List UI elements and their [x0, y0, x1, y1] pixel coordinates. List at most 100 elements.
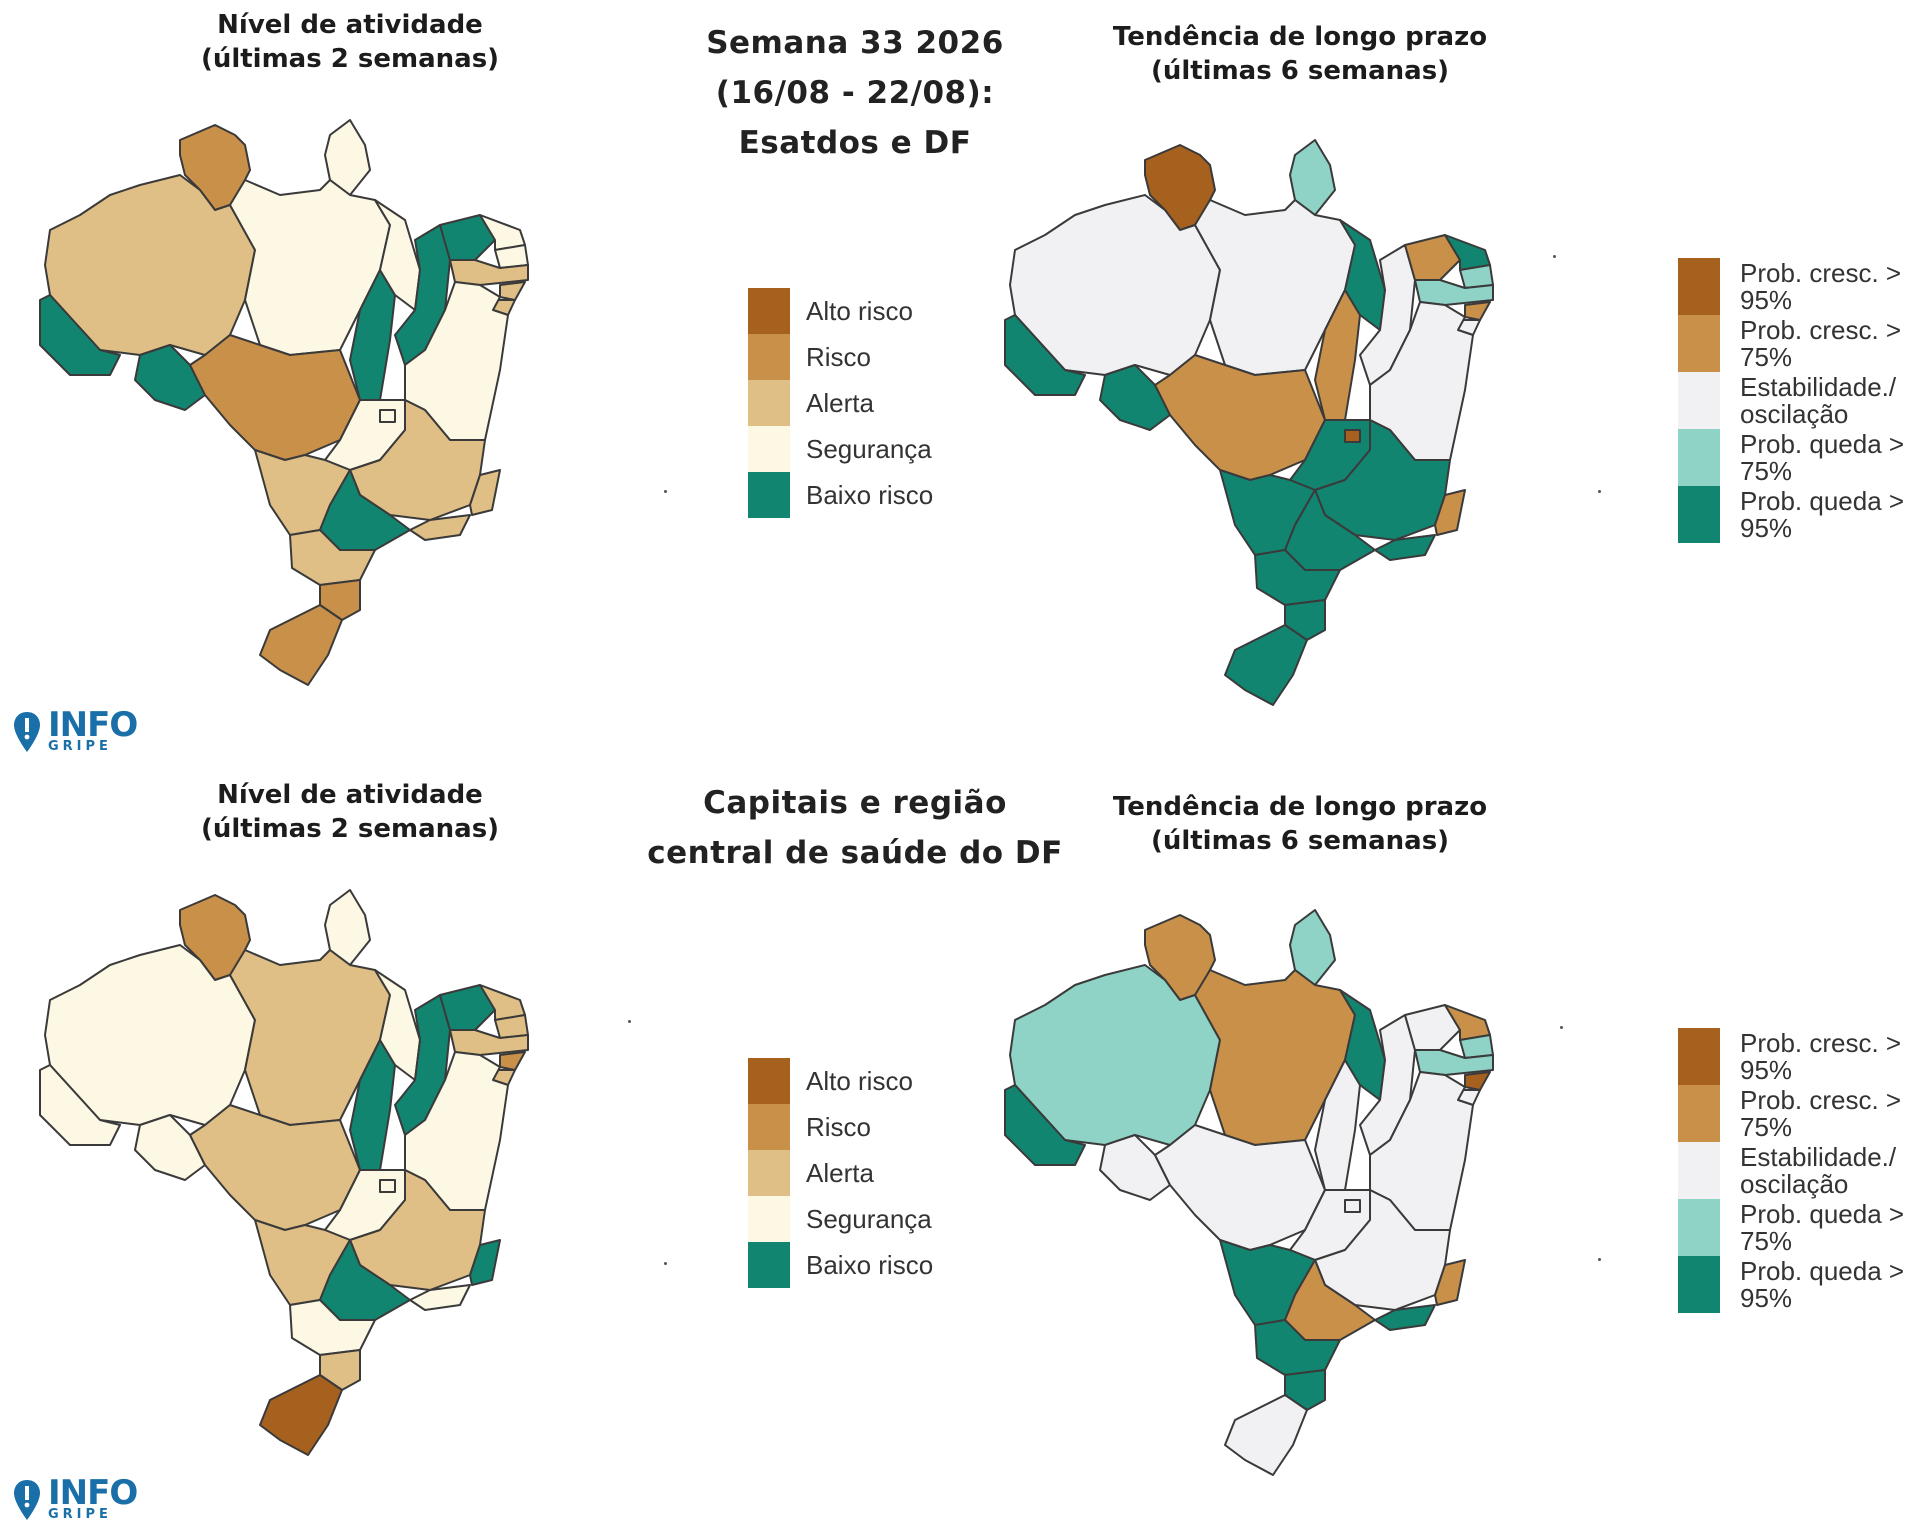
legend-swatch — [748, 1058, 790, 1104]
stray-dot — [1598, 490, 1601, 493]
state-ma — [374, 969, 421, 1081]
state-al — [1464, 301, 1491, 321]
state-al — [1464, 1071, 1491, 1091]
state-mt — [1154, 1124, 1326, 1251]
legend-item: Segurança — [748, 1196, 932, 1242]
logo-text: INFO — [48, 1473, 138, 1513]
state-ma — [374, 199, 421, 311]
legend-item: Estabilidade./ oscilação — [1678, 372, 1920, 429]
legend-swatch — [748, 288, 790, 334]
legend-label: Alto risco — [806, 295, 913, 326]
brazil-map-svg — [39, 889, 529, 1456]
state-rj — [1374, 534, 1436, 561]
legend-swatch — [748, 1196, 790, 1242]
state-rs — [1224, 1394, 1308, 1476]
state-ac — [1004, 1084, 1086, 1166]
state-ce — [439, 214, 496, 261]
stray-dot — [664, 1262, 667, 1265]
legend-item: Prob. queda > 95% — [1678, 486, 1920, 543]
state-es — [469, 469, 501, 516]
state-pr — [1254, 549, 1341, 606]
state-pr — [1254, 1319, 1341, 1376]
state-pr — [289, 1299, 376, 1356]
state-ce — [1404, 234, 1461, 281]
logo-subtext: GRIPE — [48, 1507, 112, 1522]
legend-label: Baixo risco — [806, 479, 934, 510]
legend-item: Prob. queda > 95% — [1678, 1256, 1920, 1313]
state-df — [1344, 1199, 1361, 1213]
legend-label: Baixo risco — [806, 1249, 934, 1280]
legend-label: Prob. cresc. > 95% — [1740, 1027, 1902, 1085]
state-ro — [134, 1114, 206, 1181]
state-ma — [1339, 989, 1386, 1101]
legend-label: Alerta — [806, 1157, 874, 1188]
state-ro — [1099, 1134, 1171, 1201]
legend-label: Prob. queda > 95% — [1740, 1255, 1905, 1313]
legend-label: Estabilidade./ oscilação — [1740, 1141, 1897, 1199]
state-ap — [1289, 909, 1336, 986]
legend-item: Prob. queda > 75% — [1678, 1199, 1920, 1256]
legend-swatch — [748, 472, 790, 518]
state-df — [379, 409, 396, 423]
brazil-map-svg — [39, 119, 529, 686]
state-rj — [409, 514, 471, 541]
state-rs — [259, 1374, 343, 1456]
legend-item: Prob. cresc. > 75% — [1678, 1085, 1920, 1142]
state-ac — [39, 1064, 121, 1146]
legend-swatch — [1678, 486, 1720, 543]
brazil-map-svg — [1004, 139, 1494, 706]
legend-label: Risco — [806, 1111, 872, 1142]
infogripe-logo-top: INFO GRIPE — [12, 708, 138, 754]
legend-item: Alto risco — [748, 1058, 913, 1104]
legend-label: Alto risco — [806, 1065, 913, 1096]
location-pin-icon — [14, 1480, 40, 1520]
stray-dot — [664, 490, 667, 493]
top-activity-title: Nível de atividade (últimas 2 semanas) — [200, 10, 500, 74]
legend-label: Alerta — [806, 387, 874, 418]
legend-swatch — [748, 380, 790, 426]
state-ce — [439, 984, 496, 1031]
legend-item: Baixo risco — [748, 1242, 933, 1288]
top-center-title: Semana 33 2026 (16/08 - 22/08): Esatdos … — [706, 25, 1004, 161]
location-pin-icon — [14, 712, 40, 752]
legend-swatch — [1678, 1199, 1720, 1256]
legend-item: Prob. queda > 75% — [1678, 429, 1920, 486]
legend-label: Prob. cresc. > 95% — [1740, 257, 1902, 315]
legend-swatch — [1678, 1256, 1720, 1313]
legend-label: Prob. cresc. > 75% — [1740, 314, 1902, 372]
legend-swatch — [1678, 1085, 1720, 1142]
legend-swatch — [748, 1104, 790, 1150]
state-df — [1344, 429, 1361, 443]
legend-swatch — [1678, 372, 1720, 429]
state-mt — [1154, 354, 1326, 481]
map-top-trend — [995, 130, 1555, 720]
legend-swatch — [748, 334, 790, 380]
legend-swatch — [1678, 1142, 1720, 1199]
logo-subtext: GRIPE — [48, 739, 112, 754]
legend-item: Alerta — [748, 1150, 874, 1196]
state-mt — [189, 334, 361, 461]
state-es — [469, 1239, 501, 1286]
state-ce — [1404, 1004, 1461, 1051]
state-es — [1434, 489, 1466, 536]
legend-label: Prob. queda > 75% — [1740, 428, 1905, 486]
state-rs — [259, 604, 343, 686]
legend-swatch — [748, 426, 790, 472]
legend-swatch — [1678, 315, 1720, 372]
state-ma — [1339, 219, 1386, 331]
bottom-center-title: Capitais e região central de saúde do DF — [647, 785, 1063, 871]
state-es — [1434, 1259, 1466, 1306]
legend-item: Prob. cresc. > 95% — [1678, 1028, 1920, 1085]
legend-swatch — [1678, 1028, 1720, 1085]
map-bottom-activity — [30, 880, 590, 1470]
legend-item: Baixo risco — [748, 472, 933, 518]
brazil-map-svg — [1004, 909, 1494, 1476]
legend-item: Prob. cresc. > 75% — [1678, 315, 1920, 372]
infogripe-logo-bottom: INFO GRIPE — [12, 1473, 138, 1522]
state-rs — [1224, 624, 1308, 706]
state-rj — [409, 1284, 471, 1311]
state-sc — [1284, 599, 1326, 641]
bottom-activity-title: Nível de atividade (últimas 2 semanas) — [200, 780, 500, 844]
bottom-trend-title: Tendência de longo prazo (últimas 6 sema… — [1112, 792, 1488, 856]
legend-item: Alto risco — [748, 288, 913, 334]
